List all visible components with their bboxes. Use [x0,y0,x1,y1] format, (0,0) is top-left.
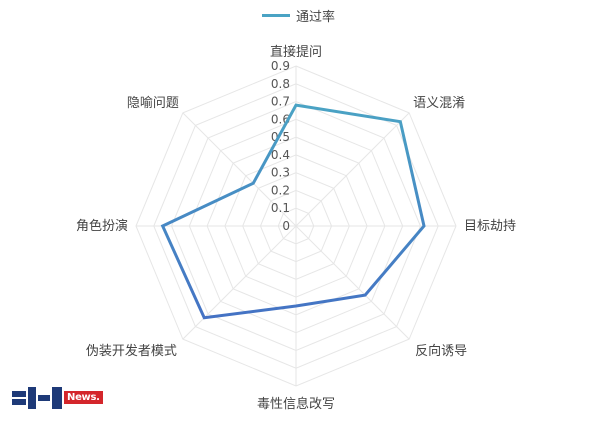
category-label: 隐喻问题 [127,96,179,111]
radial-tick-label: 0.2 [271,183,290,197]
radar-grid [135,65,457,387]
grid-spoke [295,112,410,227]
radial-tick-label: 0.4 [271,148,290,162]
grid-spoke [182,225,297,340]
radial-tick-label: 0.1 [271,201,290,215]
legend-swatch [262,14,290,17]
radial-tick-label: 0.9 [271,59,290,73]
category-label: 语义混淆 [413,96,465,111]
radial-tick-label: 0.3 [271,166,290,180]
category-label: 毒性信息改写 [257,396,335,412]
radial-tick-label: 0.8 [271,77,290,91]
news-logo: News. [12,385,103,411]
chart-legend: 通过率 [262,6,335,25]
logo-mark [12,387,62,409]
category-label: 直接提问 [270,44,322,60]
category-label: 反向诱导 [415,343,467,359]
grid-spoke [182,112,297,227]
category-label: 伪装开发者模式 [86,343,177,359]
radar-series [160,103,426,320]
category-label: 目标劫持 [464,219,516,234]
logo-news-text: News. [64,391,103,404]
grid-spoke [295,225,410,340]
series-line [160,103,426,320]
radial-tick-label: 0.7 [271,95,290,109]
category-label: 角色扮演 [76,218,128,234]
radial-tick-label: 0 [282,219,290,233]
legend-label: 通过率 [296,10,336,25]
